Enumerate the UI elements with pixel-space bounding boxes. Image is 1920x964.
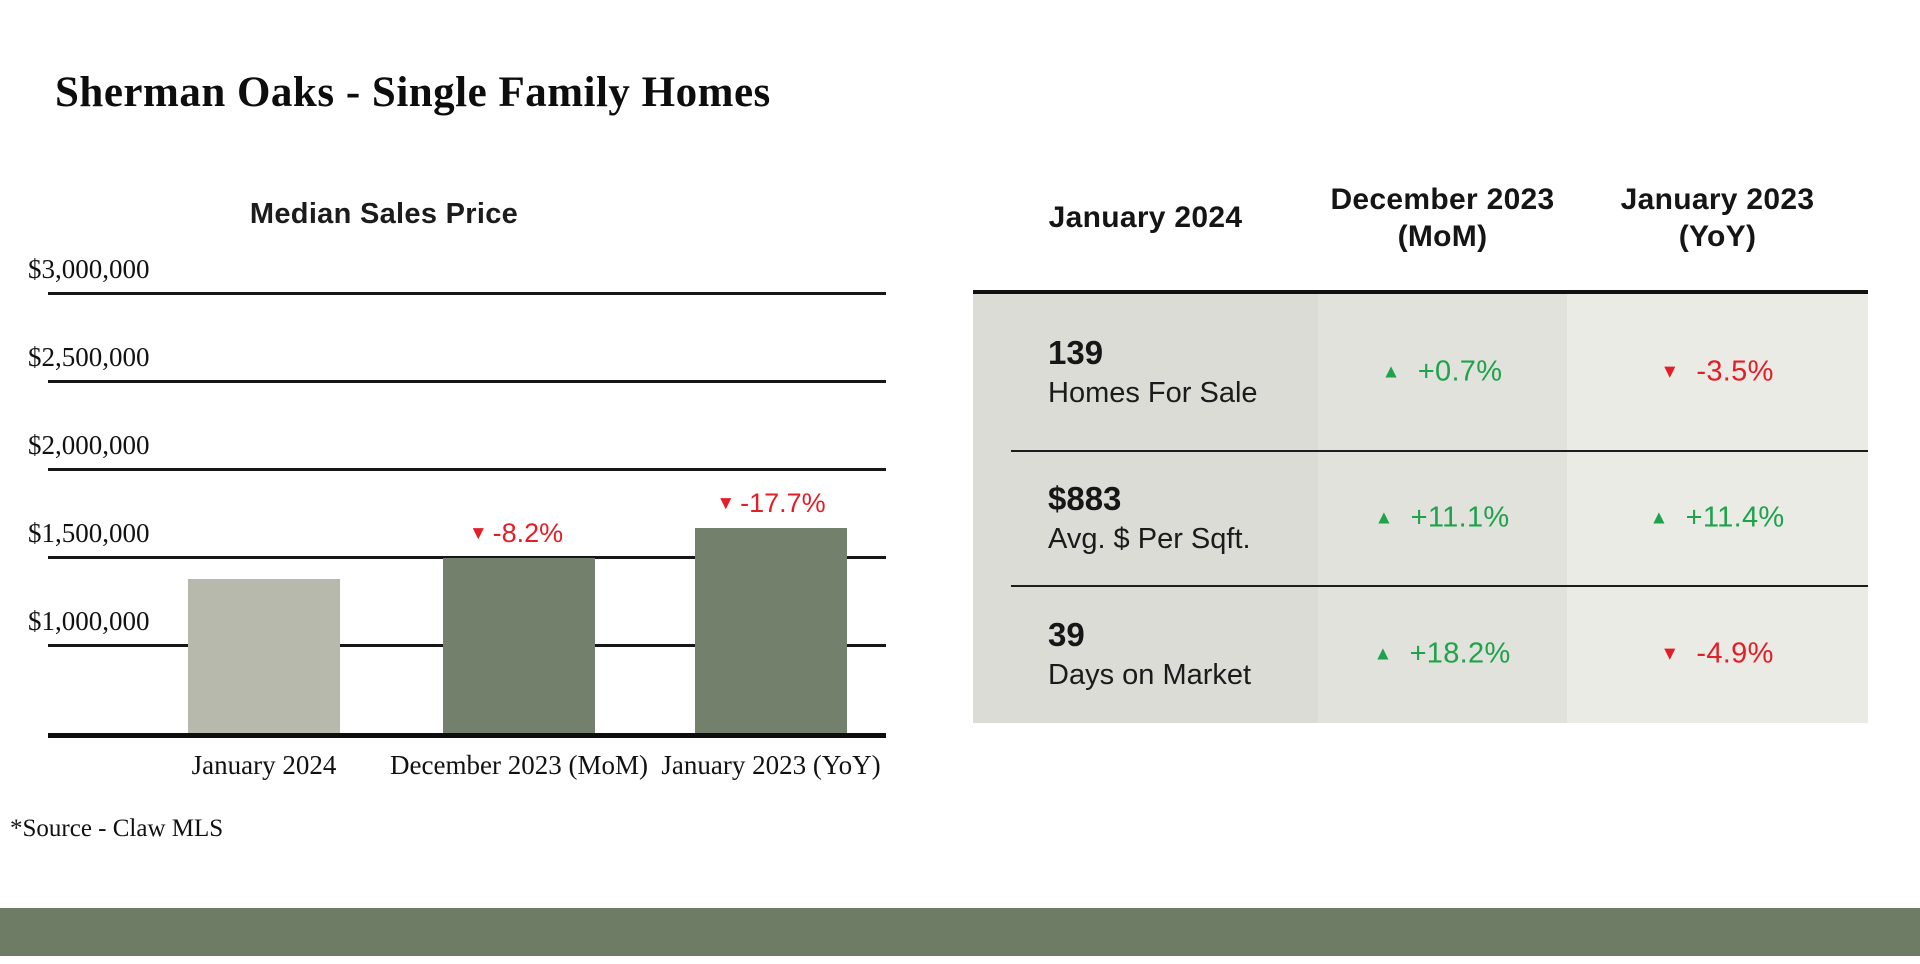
x-axis-label-1: December 2023 (MoM) <box>390 750 648 780</box>
trend-triangle-icon: ▲ <box>1649 507 1669 529</box>
table-col-bg-1 <box>1318 294 1567 723</box>
bar-annotation-text: -8.2% <box>492 517 564 548</box>
gridline <box>48 556 886 559</box>
trend-triangle-icon: ▼ <box>1660 643 1680 665</box>
y-axis-label: $3,000,000 <box>28 254 150 284</box>
trend-triangle-icon: ▲ <box>1381 361 1401 383</box>
y-axis-label: $2,000,000 <box>28 430 150 460</box>
bar-annotation-2: ▼ -17.7% <box>716 488 825 519</box>
x-axis-label-0: January 2024 <box>191 750 337 780</box>
table-header-december-2023-mom: December 2023 (MoM) <box>1318 165 1567 270</box>
footer-bar <box>0 908 1920 956</box>
table-col-bg-0 <box>973 294 1318 723</box>
chart-title: Median Sales Price <box>249 198 519 230</box>
y-axis-label: $1,000,000 <box>28 606 150 636</box>
table-row-avg-per-sqft: $883 Avg. $ Per Sqft. <box>1048 478 1328 558</box>
yoy-cell-1: ▲ +11.4% <box>1650 502 1785 535</box>
trend-triangle-icon: ▲ <box>1374 507 1394 529</box>
bar-2 <box>695 527 847 733</box>
source-note: *Source - Claw MLS <box>10 815 224 842</box>
y-axis-label: $2,500,000 <box>28 342 150 372</box>
y-axis-label: $1,500,000 <box>28 518 150 548</box>
header-label: January 2024 <box>1048 201 1243 234</box>
mom-cell-2: ▲ +18.2% <box>1373 638 1510 671</box>
table-header-january-2023-yoy: January 2023 (YoY) <box>1567 165 1868 270</box>
trend-triangle-icon: ▲ <box>1373 643 1393 665</box>
row-separator <box>1011 450 1868 452</box>
percent-value: +0.7% <box>1417 355 1503 388</box>
yoy-cell-2: ▼ -4.9% <box>1660 638 1773 671</box>
header-sublabel: (YoY) <box>1678 219 1757 253</box>
table-header-january-2024: January 2024 <box>973 165 1318 270</box>
table-col-bg-2 <box>1567 294 1868 723</box>
mom-cell-0: ▲ +0.7% <box>1382 356 1503 389</box>
x-axis-line <box>48 733 886 738</box>
bar-1 <box>443 557 595 733</box>
table-row-days-on-market: 39 Days on Market <box>1048 614 1328 694</box>
header-label: December 2023 <box>1330 182 1555 216</box>
bar-annotation-text: -17.7% <box>740 487 826 518</box>
bar-annotation-1: ▼ -8.2% <box>469 518 563 549</box>
triangle-down-icon: ▼ <box>716 492 736 514</box>
header-sublabel: (MoM) <box>1397 219 1488 253</box>
yoy-cell-0: ▼ -3.5% <box>1660 356 1773 389</box>
trend-triangle-icon: ▼ <box>1660 361 1680 383</box>
row-label: Homes For Sale <box>1048 377 1258 409</box>
row-label: Avg. $ Per Sqft. <box>1048 523 1251 555</box>
mom-cell-1: ▲ +11.1% <box>1375 502 1510 535</box>
percent-value: -3.5% <box>1696 355 1774 388</box>
percent-value: +11.4% <box>1685 501 1785 534</box>
bar-0 <box>188 579 340 733</box>
row-value: 139 <box>1048 334 1104 371</box>
row-separator <box>1011 585 1868 587</box>
table-top-border <box>973 290 1868 294</box>
percent-value: +18.2% <box>1409 637 1511 670</box>
page-title: Sherman Oaks - Single Family Homes <box>55 69 771 116</box>
row-value: 39 <box>1048 616 1085 653</box>
percent-value: +11.1% <box>1410 501 1510 534</box>
gridline <box>48 468 886 471</box>
header-label: January 2023 <box>1620 182 1815 216</box>
table-row-homes-for-sale: 139 Homes For Sale <box>1048 332 1328 412</box>
gridline <box>48 292 886 295</box>
triangle-down-icon: ▼ <box>468 522 488 544</box>
row-value: $883 <box>1048 480 1122 517</box>
percent-value: -4.9% <box>1696 637 1774 670</box>
x-axis-label-2: January 2023 (YoY) <box>661 750 881 780</box>
gridline <box>48 380 886 383</box>
row-label: Days on Market <box>1048 659 1252 691</box>
